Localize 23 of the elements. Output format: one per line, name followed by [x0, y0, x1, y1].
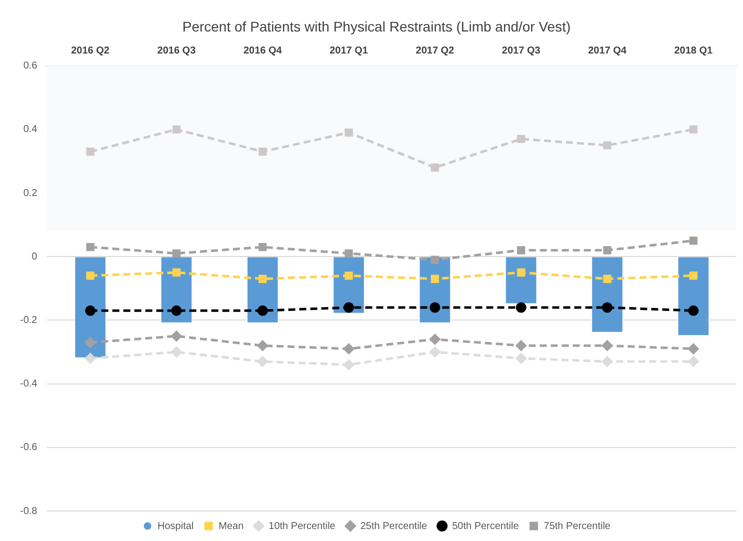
y-tick-label: 0.4: [23, 124, 38, 136]
y-tick-label: -0.4: [20, 378, 38, 390]
x-tick-label: 2016 Q3: [157, 46, 196, 57]
x-tick-label: 2018 Q1: [674, 46, 714, 57]
x-tick-label: 2017 Q3: [502, 46, 541, 57]
x-tick-label: 2017 Q1: [330, 46, 368, 57]
y-tick-label: 0.2: [23, 188, 38, 199]
legend-label: 50th Percentile: [452, 520, 520, 532]
x-tick-label: 2017 Q2: [416, 46, 455, 57]
x-tick-label: 2016 Q4: [243, 46, 282, 57]
chart-title: Percent of Patients with Physical Restraints (Limb and/or Vest): [182, 18, 571, 34]
y-tick-label: -0.2: [20, 314, 38, 326]
x-tick-label: 2016 Q2: [71, 46, 110, 57]
x-tick-label: 2017 Q4: [588, 46, 627, 57]
y-tick-label: 0.6: [23, 60, 38, 72]
legend-label: Mean: [218, 520, 244, 532]
y-tick-label: 0: [32, 251, 38, 262]
legend-label: 75th Percentile: [544, 520, 611, 532]
y-tick-label: -0.8: [20, 506, 38, 517]
legend-label: 25th Percentile: [360, 520, 428, 532]
legend-label: Hospital: [158, 520, 194, 532]
y-tick-label: -0.6: [20, 442, 38, 454]
legend-label: 10th Percentile: [268, 520, 336, 532]
